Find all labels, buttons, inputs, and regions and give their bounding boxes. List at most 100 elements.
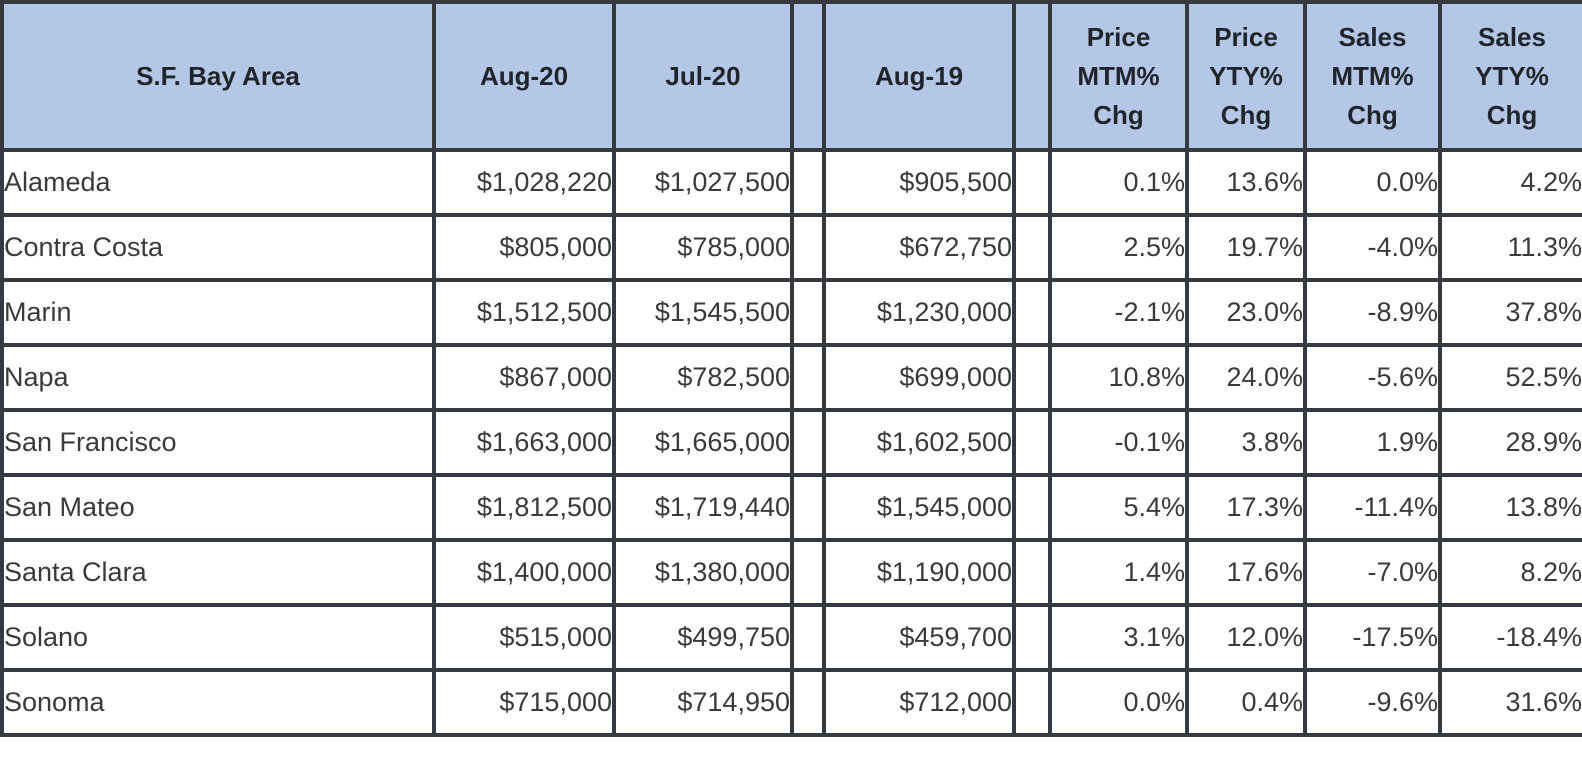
table-row: Solano $515,000 $499,750 $459,700 3.1% 12.0% -… xyxy=(0,603,1582,672)
spacer-cell xyxy=(1012,603,1052,672)
header-row: S.F. Bay Area Aug-20 Jul-20 Aug-19 Price MTM… xyxy=(0,0,1582,152)
cell-price_mtm: 3.1% xyxy=(1048,603,1189,672)
cell-county: Santa Clara xyxy=(0,538,436,607)
cell-jul20: $1,665,000 xyxy=(612,408,794,477)
cell-aug19: $699,000 xyxy=(822,343,1016,412)
table-row: Marin $1,512,500 $1,545,500 $1,230,000 -2.1%… xyxy=(0,278,1582,347)
spacer-header xyxy=(1012,0,1052,152)
spacer-cell xyxy=(790,148,826,217)
cell-sales_mtm: -17.5% xyxy=(1303,603,1442,672)
spacer-cell xyxy=(1012,213,1052,282)
cell-sales_yty: 8.2% xyxy=(1438,538,1582,607)
cell-aug19: $712,000 xyxy=(822,668,1016,737)
cell-aug19: $1,230,000 xyxy=(822,278,1016,347)
cell-jul20: $714,950 xyxy=(612,668,794,737)
cell-price_yty: 24.0% xyxy=(1185,343,1307,412)
cell-aug20: $1,512,500 xyxy=(432,278,616,347)
cell-sales_mtm: 0.0% xyxy=(1303,148,1442,217)
cell-price_yty: 17.3% xyxy=(1185,473,1307,542)
cell-aug19: $1,602,500 xyxy=(822,408,1016,477)
column-header-county: S.F. Bay Area xyxy=(0,0,436,152)
column-header-price_mtm: Price MTM% Chg xyxy=(1048,0,1189,152)
spacer-cell xyxy=(1012,668,1052,737)
cell-price_yty: 0.4% xyxy=(1185,668,1307,737)
column-header-sales_yty: Sales YTY% Chg xyxy=(1438,0,1582,152)
table-row: San Francisco $1,663,000 $1,665,000 $1,602,… xyxy=(0,408,1582,477)
cell-sales_yty: 37.8% xyxy=(1438,278,1582,347)
cell-sales_yty: -18.4% xyxy=(1438,603,1582,672)
cell-jul20: $785,000 xyxy=(612,213,794,282)
cell-county: San Mateo xyxy=(0,473,436,542)
column-header-sales_mtm: Sales MTM% Chg xyxy=(1303,0,1442,152)
cell-price_mtm: 10.8% xyxy=(1048,343,1189,412)
cell-price_yty: 19.7% xyxy=(1185,213,1307,282)
spacer-cell xyxy=(1012,408,1052,477)
spacer-header xyxy=(790,0,826,152)
cell-sales_yty: 31.6% xyxy=(1438,668,1582,737)
cell-price_yty: 23.0% xyxy=(1185,278,1307,347)
table-header: S.F. Bay Area Aug-20 Jul-20 Aug-19 Price MTM… xyxy=(0,0,1582,152)
cell-price_yty: 17.6% xyxy=(1185,538,1307,607)
cell-aug20: $867,000 xyxy=(432,343,616,412)
column-header-aug19: Aug-19 xyxy=(822,0,1016,152)
cell-aug20: $805,000 xyxy=(432,213,616,282)
cell-county: Solano xyxy=(0,603,436,672)
cell-county: Sonoma xyxy=(0,668,436,737)
table-row: Contra Costa $805,000 $785,000 $672,750 2.5%… xyxy=(0,213,1582,282)
cell-jul20: $1,719,440 xyxy=(612,473,794,542)
cell-sales_mtm: -9.6% xyxy=(1303,668,1442,737)
cell-aug20: $1,812,500 xyxy=(432,473,616,542)
spacer-cell xyxy=(790,213,826,282)
cell-sales_yty: 13.8% xyxy=(1438,473,1582,542)
bay-area-price-table: S.F. Bay Area Aug-20 Jul-20 Aug-19 Price MTM… xyxy=(0,0,1582,737)
bay-area-price-report: S.F. Bay Area Aug-20 Jul-20 Aug-19 Price MTM… xyxy=(0,0,1582,737)
spacer-cell xyxy=(790,668,826,737)
cell-price_mtm: 1.4% xyxy=(1048,538,1189,607)
table-row: Alameda $1,028,220 $1,027,500 $905,500 0.1% 1… xyxy=(0,148,1582,217)
cell-aug19: $1,545,000 xyxy=(822,473,1016,542)
spacer-cell xyxy=(790,473,826,542)
column-header-aug20: Aug-20 xyxy=(432,0,616,152)
cell-sales_mtm: -5.6% xyxy=(1303,343,1442,412)
cell-sales_mtm: -7.0% xyxy=(1303,538,1442,607)
spacer-cell xyxy=(790,278,826,347)
cell-price_yty: 12.0% xyxy=(1185,603,1307,672)
table-body: Alameda $1,028,220 $1,027,500 $905,500 0.1% 1… xyxy=(0,148,1582,737)
spacer-cell xyxy=(790,603,826,672)
cell-jul20: $782,500 xyxy=(612,343,794,412)
spacer-cell xyxy=(1012,278,1052,347)
cell-sales_yty: 11.3% xyxy=(1438,213,1582,282)
cell-price_yty: 13.6% xyxy=(1185,148,1307,217)
cell-aug19: $672,750 xyxy=(822,213,1016,282)
spacer-cell xyxy=(790,343,826,412)
cell-aug20: $1,028,220 xyxy=(432,148,616,217)
cell-aug20: $1,663,000 xyxy=(432,408,616,477)
table-row: Napa $867,000 $782,500 $699,000 10.8% 24.0% -5… xyxy=(0,343,1582,412)
cell-sales_yty: 28.9% xyxy=(1438,408,1582,477)
column-header-jul20: Jul-20 xyxy=(612,0,794,152)
cell-aug19: $905,500 xyxy=(822,148,1016,217)
cell-sales_mtm: -4.0% xyxy=(1303,213,1442,282)
spacer-cell xyxy=(790,538,826,607)
cell-price_mtm: 5.4% xyxy=(1048,473,1189,542)
cell-county: Contra Costa xyxy=(0,213,436,282)
cell-county: Alameda xyxy=(0,148,436,217)
table-row: Santa Clara $1,400,000 $1,380,000 $1,190,00… xyxy=(0,538,1582,607)
cell-jul20: $1,380,000 xyxy=(612,538,794,607)
spacer-cell xyxy=(1012,473,1052,542)
column-header-price_yty: Price YTY% Chg xyxy=(1185,0,1307,152)
cell-jul20: $499,750 xyxy=(612,603,794,672)
cell-sales_mtm: -8.9% xyxy=(1303,278,1442,347)
cell-price_mtm: 0.0% xyxy=(1048,668,1189,737)
cell-price_yty: 3.8% xyxy=(1185,408,1307,477)
cell-jul20: $1,027,500 xyxy=(612,148,794,217)
cell-aug19: $459,700 xyxy=(822,603,1016,672)
cell-sales_yty: 4.2% xyxy=(1438,148,1582,217)
spacer-cell xyxy=(1012,148,1052,217)
cell-aug20: $515,000 xyxy=(432,603,616,672)
cell-county: San Francisco xyxy=(0,408,436,477)
cell-sales_yty: 52.5% xyxy=(1438,343,1582,412)
spacer-cell xyxy=(1012,538,1052,607)
cell-aug20: $1,400,000 xyxy=(432,538,616,607)
spacer-cell xyxy=(790,408,826,477)
